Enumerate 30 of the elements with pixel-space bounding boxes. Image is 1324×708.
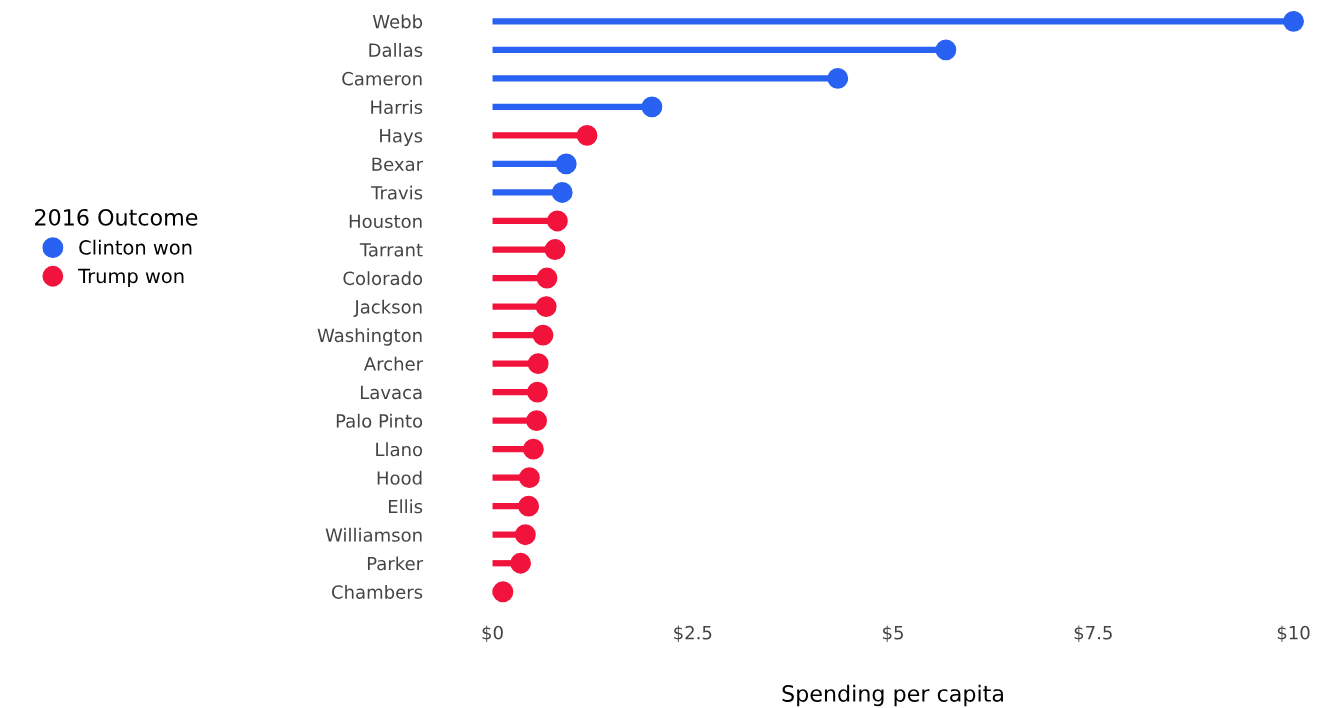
y-tick-label: Colorado [343,271,423,286]
x-axis-title: Spending per capita [782,684,1003,707]
x-tick-label: $5 [883,625,903,642]
y-tick-label: Archer [363,356,424,371]
y-tick-label: Jackson [353,299,422,318]
y-tick-label: Travis [371,185,423,200]
y-tick-label: Palo Pinto [336,413,423,428]
y-tick-label: Lavaca [360,385,422,400]
y-tick-label: Houston [349,214,422,229]
x-tick-label: $2.5 [674,625,712,642]
y-tick-label: Ellis [388,499,423,514]
y-tick-label: Chambers [331,584,423,599]
legend-label: Clinton won [79,239,192,255]
y-tick-label: Llano [376,442,423,457]
y-tick-label: Washington [317,328,422,346]
y-tick-label: Williamson [325,527,422,542]
y-tick-label: Hood [377,470,422,485]
y-tick-label: Hays [380,129,423,147]
y-tick-label: Harris [371,100,423,115]
x-tick-label: $10 [1277,625,1310,642]
x-tick-label: $7.5 [1074,625,1112,642]
y-tick-label: Cameron [342,71,422,86]
legend-label: Trump won [78,268,184,288]
y-tick-label: Parker [367,556,424,571]
y-tick-label: Bexar [372,157,424,172]
y-tick-label: Tarrant [359,243,423,257]
y-tick-label: Webb [372,14,423,29]
y-tick-label: Dallas [369,43,423,57]
legend-title: 2016 Outcome [35,208,198,226]
x-tick-label: $0 [482,625,503,642]
